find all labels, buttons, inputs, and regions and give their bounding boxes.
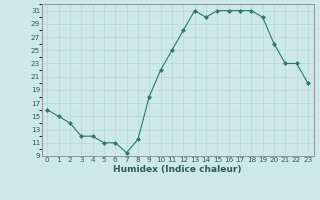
X-axis label: Humidex (Indice chaleur): Humidex (Indice chaleur): [113, 165, 242, 174]
